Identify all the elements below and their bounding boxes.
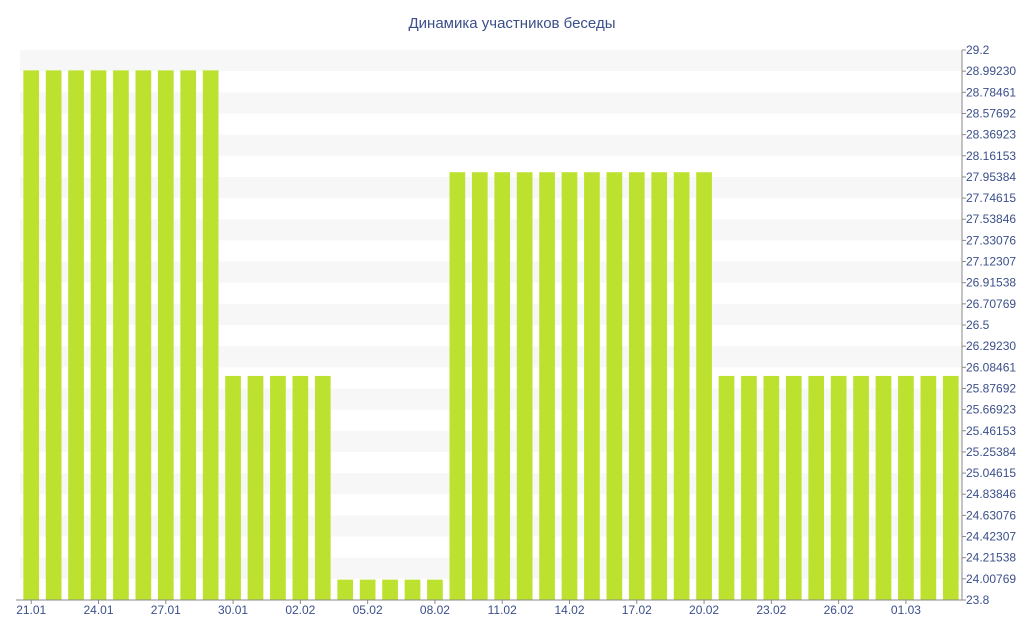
bar-02.03 (920, 375, 937, 600)
y-tick-label: 28.36923 (966, 128, 1016, 142)
bar-11.02 (494, 172, 511, 600)
grid-band (20, 92, 962, 114)
y-tick-label: 28.78461 (966, 85, 1016, 99)
bar-17.02 (628, 172, 645, 600)
bar-03.02 (314, 375, 331, 600)
bar-23.02 (763, 375, 780, 600)
bar-20.02 (696, 172, 712, 600)
x-tick-label: 21.01 (16, 603, 46, 617)
bar-06.02 (382, 579, 398, 600)
y-tick-label: 25.04615 (966, 466, 1016, 480)
bar-25.01 (113, 70, 129, 601)
bars (23, 70, 959, 601)
x-tick-label: 20.02 (689, 603, 719, 617)
x-tick-label: 26.02 (824, 603, 854, 617)
bar-13.02 (539, 172, 555, 600)
grid-band (20, 346, 962, 368)
bar-02.02 (292, 375, 309, 600)
bar-31.01 (247, 375, 264, 600)
bar-01.03 (898, 375, 914, 600)
bar-04.02 (337, 579, 354, 600)
x-tick-label: 14.02 (554, 603, 584, 617)
x-tick-label: 17.02 (622, 603, 652, 617)
y-tick-label: 27.33076 (966, 233, 1016, 247)
bar-27.02 (853, 375, 869, 600)
bar-05.02 (359, 579, 376, 600)
grid-band (20, 50, 962, 72)
y-tick-label: 27.95384 (966, 170, 1016, 184)
bar-03.03 (942, 375, 959, 600)
bar-25.02 (808, 375, 825, 600)
y-tick-label: 28.16153 (966, 149, 1016, 163)
bar-26.02 (830, 375, 847, 600)
x-tick-label: 23.02 (756, 603, 786, 617)
y-tick-label: 25.46153 (966, 424, 1016, 438)
grid-band (20, 261, 962, 283)
x-tick-label: 08.02 (420, 603, 450, 617)
bar-09.02 (449, 172, 466, 600)
y-tick-label: 23.8 (966, 593, 990, 607)
x-tick-label: 24.01 (83, 603, 113, 617)
bar-29.01 (202, 70, 219, 601)
bar-23.01 (68, 70, 84, 601)
bar-15.02 (584, 172, 600, 600)
grid-band (20, 303, 962, 325)
x-tick-label: 01.03 (891, 603, 921, 617)
bar-01.02 (270, 375, 286, 600)
bar-27.01 (157, 70, 174, 601)
y-tick-label: 25.66923 (966, 403, 1016, 417)
bar-21.02 (718, 375, 735, 600)
bar-07.02 (404, 579, 421, 600)
y-tick-label: 26.5 (966, 318, 990, 332)
x-tick-label: 30.01 (218, 603, 248, 617)
bar-22.02 (741, 375, 757, 600)
y-tick-label: 24.83846 (966, 487, 1016, 501)
y-tick-label: 29.2 (966, 43, 990, 57)
x-tick-label: 05.02 (353, 603, 383, 617)
grid-band (20, 219, 962, 241)
y-tick-label: 27.53846 (966, 212, 1016, 226)
y-tick-label: 28.57692 (966, 106, 1016, 120)
bar-16.02 (606, 172, 623, 600)
bar-28.02 (875, 375, 892, 600)
x-tick-label: 11.02 (488, 603, 517, 617)
x-tick-label: 27.01 (151, 603, 181, 617)
chart-title: Динамика участников беседы (409, 15, 616, 32)
y-tick-label: 26.70769 (966, 297, 1016, 311)
y-tick-label: 27.74615 (966, 191, 1016, 205)
bar-24.01 (90, 70, 107, 601)
grid-band (20, 176, 962, 199)
y-tick-label: 24.42307 (966, 530, 1016, 544)
y-tick-label: 26.08461 (966, 360, 1016, 374)
bar-10.02 (471, 172, 488, 600)
y-tick-label: 24.21538 (966, 551, 1016, 565)
bar-14.02 (561, 172, 578, 600)
bar-12.02 (516, 172, 533, 600)
bar-28.01 (180, 70, 197, 601)
y-tick-label: 26.91538 (966, 276, 1016, 290)
y-tick-label: 27.12307 (966, 255, 1016, 269)
grid-band (20, 134, 962, 156)
bar-19.02 (673, 172, 690, 600)
x-axis-ticks: 21.01 24.01 27.01 30.01 02.02 05.02 08.02 11.02… (16, 600, 921, 617)
bar-22.01 (45, 70, 62, 601)
bar-18.02 (651, 172, 668, 600)
y-tick-label: 25.87692 (966, 381, 1016, 395)
y-axis-ticks: 29.2 28.99230 28.78461 28.57692 28.36923 28.1… (962, 43, 1016, 607)
bar-24.02 (785, 375, 802, 600)
bar-21.01 (23, 70, 40, 601)
bar-30.01 (225, 375, 241, 600)
y-tick-label: 28.99230 (966, 64, 1016, 78)
y-tick-label: 25.25384 (966, 445, 1016, 459)
y-tick-label: 24.63076 (966, 508, 1016, 522)
x-tick-label: 02.02 (285, 603, 315, 617)
y-tick-label: 26.29230 (966, 339, 1016, 353)
y-tick-label: 24.00769 (966, 572, 1016, 586)
bar-26.01 (135, 70, 152, 601)
bar-08.02 (427, 579, 443, 600)
